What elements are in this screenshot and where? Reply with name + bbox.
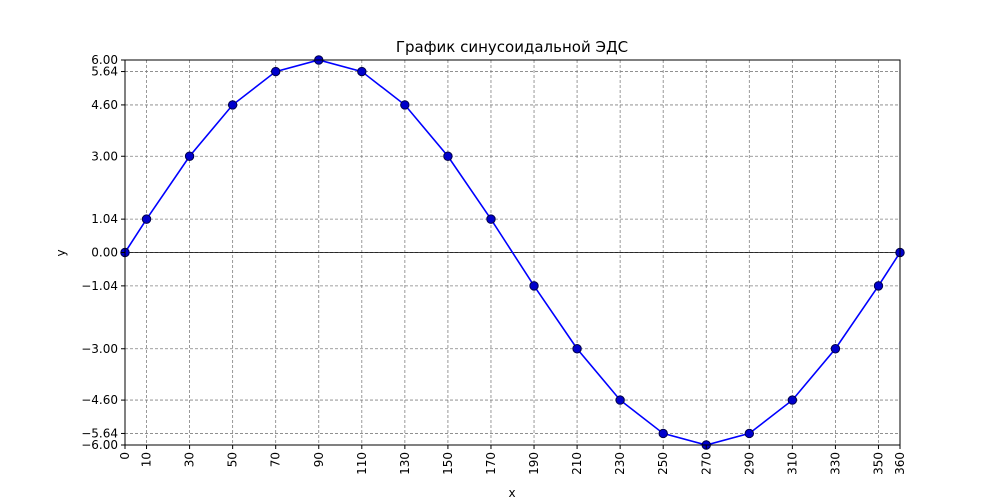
data-point: [615, 395, 625, 405]
y-tick-label: 4.60: [91, 98, 118, 112]
x-tick-label: 30: [183, 452, 197, 467]
x-tick-label: 130: [398, 452, 412, 475]
x-tick-label: 290: [742, 452, 756, 475]
y-tick-label: −4.60: [81, 393, 118, 407]
data-point: [787, 395, 798, 405]
x-tick-label: 10: [140, 452, 154, 467]
data-point: [270, 66, 281, 77]
series-line: [124, 59, 901, 446]
x-tick-label: 230: [613, 452, 627, 475]
y-tick-label: 5.64: [91, 65, 118, 79]
data-point: [357, 66, 367, 77]
y-axis-label: y: [54, 249, 68, 256]
chart-title: График синусоидальной ЭДС: [396, 38, 628, 56]
x-tick-label: 110: [355, 452, 369, 475]
x-tick-label: 270: [699, 452, 713, 475]
data-point: [184, 151, 195, 161]
y-tick-label: −5.64: [81, 426, 118, 440]
x-tick-label: 90: [312, 452, 326, 467]
x-tick-label: 350: [871, 452, 885, 475]
x-tick-label: 310: [785, 452, 799, 475]
y-tick-label: 0.00: [91, 246, 118, 260]
data-point: [443, 151, 453, 161]
data-point: [830, 344, 841, 354]
data-point: [486, 214, 496, 224]
x-tick-label: 150: [441, 452, 455, 475]
x-tick-label: 360: [893, 452, 907, 475]
data-point: [227, 100, 238, 110]
data-point: [572, 344, 582, 354]
x-axis-ticks: 0 10 30 50 70 90 110 130 150 170 190 210 230 250 270 29…: [118, 445, 907, 475]
data-point: [658, 428, 668, 439]
x-tick-label: 170: [484, 452, 498, 475]
x-tick-label: 50: [226, 452, 240, 467]
y-tick-label: −6.00: [81, 438, 118, 452]
data-point: [529, 281, 539, 291]
x-tick-label: 0: [118, 452, 132, 460]
y-tick-label: −1.04: [81, 279, 118, 293]
y-tick-label: −3.00: [81, 342, 118, 356]
x-tick-label: 250: [656, 452, 670, 475]
x-tick-label: 330: [828, 452, 842, 475]
data-point: [873, 281, 884, 291]
data-point: [400, 100, 410, 110]
x-tick-label: 210: [570, 452, 584, 475]
data-point: [744, 428, 755, 439]
y-tick-label: 6.00: [91, 53, 118, 67]
y-axis-ticks: −6.00−5.64 −4.60 −3.00 −1.04 0.00 1.04 3.00 4.6…: [81, 53, 125, 452]
y-tick-label: 3.00: [91, 149, 118, 163]
x-tick-label: 70: [269, 452, 283, 467]
x-axis-label: x: [508, 486, 515, 500]
data-point: [141, 214, 152, 224]
x-tick-label: 190: [527, 452, 541, 475]
y-tick-label: 1.04: [91, 212, 118, 226]
